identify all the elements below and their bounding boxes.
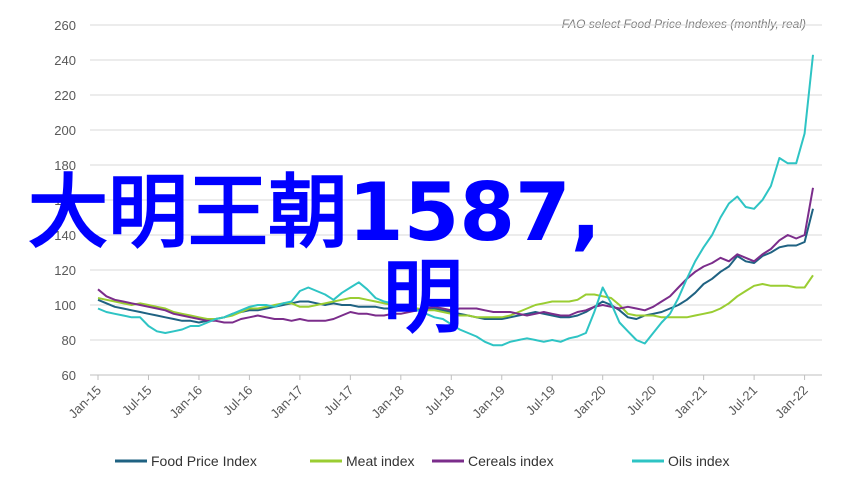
series-line [97,54,814,347]
legend-text: Cereals index [468,453,554,469]
y-tick-label: 100 [54,298,76,313]
y-tick-label: 140 [54,228,76,243]
y-tick-label: 200 [54,123,76,138]
legend-text: Meat index [346,453,414,469]
y-tick-label: 160 [54,193,76,208]
legend-text: Food Price Index [151,453,257,469]
overlay-text: 明 [383,251,463,344]
y-tick-label: 260 [54,18,76,33]
annotation: FAO select Food Price Indexes (monthly, … [562,17,806,31]
y-tick-label: 80 [62,333,76,348]
y-tick-label: 220 [54,88,76,103]
overlay-text: 大明王朝1587, [28,166,601,259]
y-tick-label: 180 [54,158,76,173]
legend-text: Oils index [668,453,729,469]
series-line [97,187,814,324]
y-tick-label: 60 [62,368,76,383]
y-tick-label: 120 [54,263,76,278]
y-tick-label: 240 [54,53,76,68]
